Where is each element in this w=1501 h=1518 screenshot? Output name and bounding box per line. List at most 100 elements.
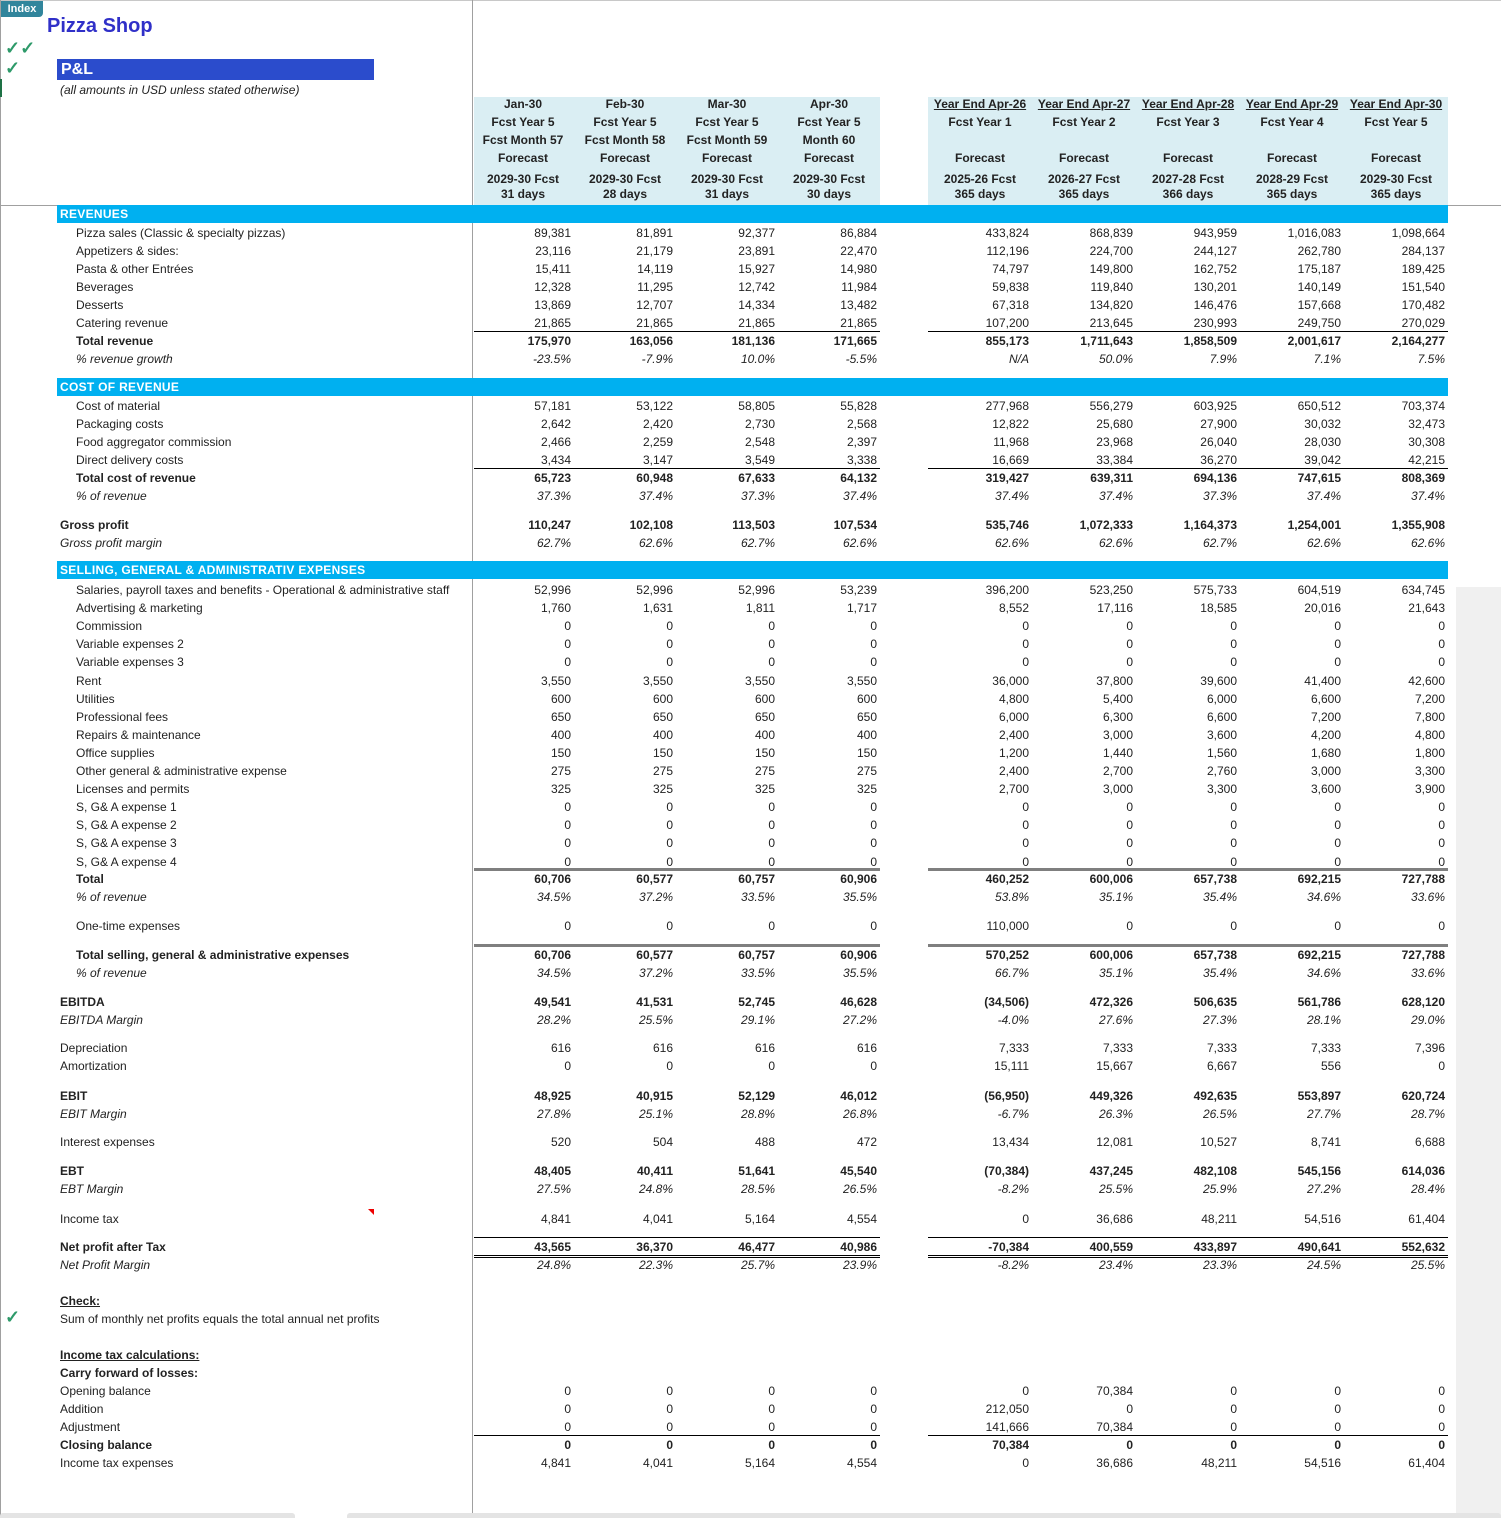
value-cell[interactable]: -70,384	[988, 1240, 1029, 1254]
value-cell[interactable]: 27.2%	[1306, 1182, 1341, 1196]
value-cell[interactable]: 175,187	[1297, 262, 1341, 276]
value-cell[interactable]: 150	[856, 746, 877, 760]
value-cell[interactable]: 0	[1230, 637, 1237, 651]
value-cell[interactable]: 0	[1126, 619, 1133, 633]
value-cell[interactable]: 12,822	[992, 417, 1029, 431]
value-cell[interactable]: 62.7%	[1202, 536, 1237, 550]
value-cell[interactable]: 2,400	[998, 764, 1029, 778]
value-cell[interactable]: 1,711,643	[1080, 334, 1133, 348]
value-cell[interactable]: 21,865	[738, 316, 775, 330]
value-cell[interactable]: 10,527	[1200, 1135, 1237, 1149]
value-cell[interactable]: 2,700	[998, 782, 1029, 796]
value-cell[interactable]: 33.6%	[1410, 966, 1445, 980]
value-cell[interactable]: 4,041	[642, 1212, 673, 1226]
value-cell[interactable]: 556	[1320, 1059, 1341, 1073]
value-cell[interactable]: 0	[666, 619, 673, 633]
value-cell[interactable]: 0	[768, 1402, 775, 1416]
value-cell[interactable]: 25,680	[1096, 417, 1133, 431]
value-cell[interactable]: 181,136	[731, 334, 775, 348]
value-cell[interactable]: -7.9%	[641, 352, 673, 366]
value-cell[interactable]: 35.5%	[842, 890, 877, 904]
value-cell[interactable]: 37.3%	[1202, 489, 1237, 503]
value-cell[interactable]: 0	[1022, 855, 1029, 869]
value-cell[interactable]: 520	[550, 1135, 571, 1149]
value-cell[interactable]: 27.5%	[536, 1182, 571, 1196]
value-cell[interactable]: 60,906	[840, 948, 877, 962]
value-cell[interactable]: 6,600	[1206, 710, 1237, 724]
value-cell[interactable]: 113,503	[732, 518, 775, 532]
value-cell[interactable]: 3,600	[1206, 728, 1237, 742]
value-cell[interactable]: 14,334	[738, 298, 775, 312]
value-cell[interactable]: 171,665	[833, 334, 877, 348]
value-cell[interactable]: 1,440	[1102, 746, 1133, 760]
value-cell[interactable]: 0	[870, 1384, 877, 1398]
value-cell[interactable]: 0	[1438, 1438, 1445, 1452]
value-cell[interactable]: 27.2%	[842, 1013, 877, 1027]
value-cell[interactable]: 37.4%	[994, 489, 1029, 503]
value-cell[interactable]: 433,897	[1193, 1240, 1237, 1254]
value-cell[interactable]: 1,760	[540, 601, 571, 615]
value-cell[interactable]: 26.3%	[1098, 1107, 1133, 1121]
value-cell[interactable]: 275	[754, 764, 775, 778]
value-cell[interactable]: 2,700	[1102, 764, 1133, 778]
value-cell[interactable]: 48,211	[1201, 1456, 1237, 1470]
value-cell[interactable]: 53.8%	[994, 890, 1029, 904]
value-cell[interactable]: 0	[1334, 919, 1341, 933]
value-cell[interactable]: 60,577	[636, 948, 673, 962]
value-cell[interactable]: 51,641	[738, 1164, 775, 1178]
value-cell[interactable]: 504	[652, 1135, 673, 1149]
value-cell[interactable]: 0	[1438, 800, 1445, 814]
value-cell[interactable]: 189,425	[1401, 262, 1445, 276]
value-cell[interactable]: 943,959	[1193, 226, 1237, 240]
value-cell[interactable]: 46,477	[738, 1240, 775, 1254]
value-cell[interactable]: 4,841	[540, 1456, 571, 1470]
value-cell[interactable]: 482,108	[1193, 1164, 1237, 1178]
value-cell[interactable]: 0	[1438, 919, 1445, 933]
value-cell[interactable]: 70,384	[1096, 1420, 1133, 1434]
value-cell[interactable]: 0	[666, 1420, 673, 1434]
value-cell[interactable]: 0	[870, 637, 877, 651]
value-cell[interactable]: 0	[1126, 919, 1133, 933]
value-cell[interactable]: 0	[564, 818, 571, 832]
value-cell[interactable]: 600	[652, 692, 673, 706]
value-cell[interactable]: 157,668	[1297, 298, 1341, 312]
value-cell[interactable]: 13,869	[534, 298, 571, 312]
value-cell[interactable]: 23,968	[1096, 435, 1133, 449]
value-cell[interactable]: 0	[666, 1402, 673, 1416]
value-cell[interactable]: 449,326	[1089, 1089, 1133, 1103]
value-cell[interactable]: 0	[1438, 818, 1445, 832]
value-cell[interactable]: 25.5%	[638, 1013, 673, 1027]
value-cell[interactable]: 34.5%	[536, 966, 571, 980]
value-cell[interactable]: 0	[1230, 1402, 1237, 1416]
value-cell[interactable]: 89,381	[534, 226, 571, 240]
value-cell[interactable]: 28.5%	[740, 1182, 775, 1196]
value-cell[interactable]: 37.3%	[740, 489, 775, 503]
value-cell[interactable]: 28.4%	[1410, 1182, 1445, 1196]
value-cell[interactable]: 24.8%	[638, 1182, 673, 1196]
value-cell[interactable]: 4,554	[846, 1456, 877, 1470]
value-cell[interactable]: 284,137	[1401, 244, 1445, 258]
value-cell[interactable]: 0	[666, 1438, 673, 1452]
value-cell[interactable]: 0	[870, 619, 877, 633]
value-cell[interactable]: 86,884	[840, 226, 877, 240]
value-cell[interactable]: 1,164,373	[1183, 518, 1237, 532]
value-cell[interactable]: 0	[1022, 637, 1029, 651]
value-cell[interactable]: 0	[1438, 619, 1445, 633]
value-cell[interactable]: 65,723	[534, 471, 571, 485]
value-cell[interactable]: 13,482	[840, 298, 877, 312]
value-cell[interactable]: 604,519	[1297, 583, 1341, 597]
value-cell[interactable]: 62.6%	[842, 536, 877, 550]
value-cell[interactable]: 0	[666, 855, 673, 869]
value-cell[interactable]: 3,300	[1414, 764, 1445, 778]
value-cell[interactable]: 27.8%	[536, 1107, 571, 1121]
value-cell[interactable]: 0	[768, 818, 775, 832]
value-cell[interactable]: 0	[1334, 818, 1341, 832]
value-cell[interactable]: 3,000	[1102, 728, 1133, 742]
value-cell[interactable]: 650	[856, 710, 877, 724]
value-cell[interactable]: 692,215	[1297, 948, 1341, 962]
value-cell[interactable]: 0	[870, 836, 877, 850]
value-cell[interactable]: 0	[1126, 800, 1133, 814]
value-cell[interactable]: 18,585	[1200, 601, 1237, 615]
value-cell[interactable]: 35.4%	[1202, 966, 1237, 980]
value-cell[interactable]: 0	[1230, 655, 1237, 669]
